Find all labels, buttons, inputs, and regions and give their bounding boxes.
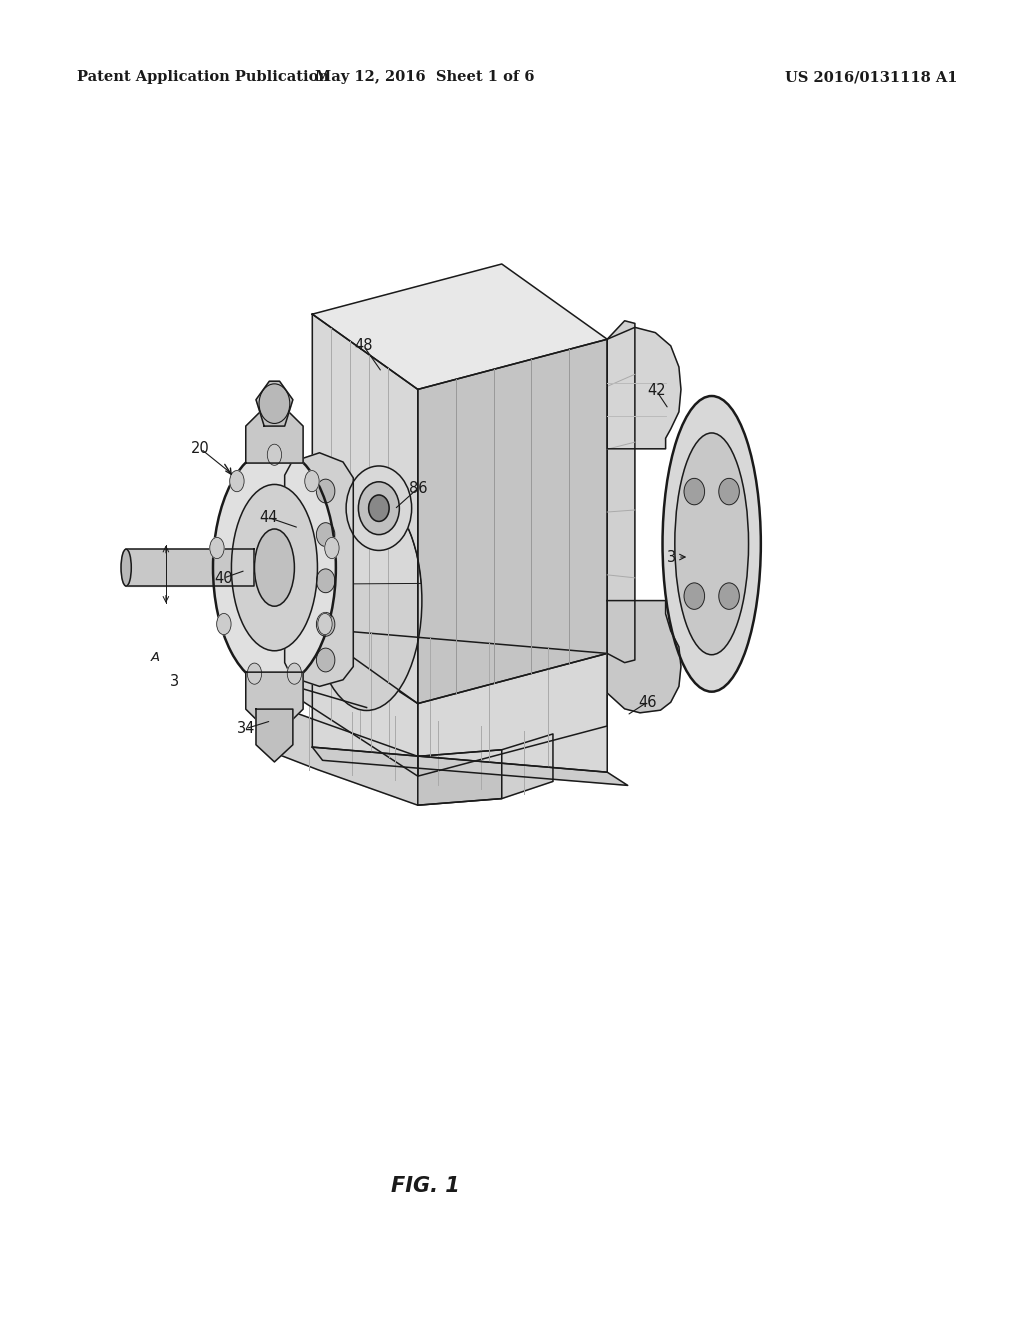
Ellipse shape (305, 471, 319, 492)
Ellipse shape (255, 529, 295, 606)
Text: Patent Application Publication: Patent Application Publication (77, 70, 329, 84)
Ellipse shape (231, 484, 317, 651)
Polygon shape (312, 314, 418, 704)
Polygon shape (418, 653, 607, 776)
Text: 44: 44 (259, 510, 278, 525)
Text: May 12, 2016  Sheet 1 of 6: May 12, 2016 Sheet 1 of 6 (315, 70, 535, 84)
Polygon shape (607, 327, 681, 449)
Ellipse shape (317, 614, 332, 635)
Circle shape (316, 523, 335, 546)
Polygon shape (256, 381, 293, 426)
Circle shape (316, 612, 335, 636)
Polygon shape (302, 628, 418, 776)
Polygon shape (220, 491, 421, 677)
Ellipse shape (229, 471, 244, 492)
Circle shape (316, 479, 335, 503)
Polygon shape (418, 750, 502, 805)
Polygon shape (285, 453, 353, 686)
Text: US 2016/0131118 A1: US 2016/0131118 A1 (785, 70, 957, 84)
Circle shape (719, 583, 739, 610)
Polygon shape (418, 339, 607, 704)
Polygon shape (246, 672, 303, 722)
Ellipse shape (267, 444, 282, 466)
Polygon shape (607, 601, 681, 713)
Polygon shape (312, 747, 628, 785)
Circle shape (259, 384, 290, 424)
Ellipse shape (675, 433, 749, 655)
Ellipse shape (248, 663, 262, 684)
Ellipse shape (287, 663, 301, 684)
Ellipse shape (311, 491, 422, 710)
Text: 40: 40 (214, 570, 232, 586)
Polygon shape (126, 549, 254, 586)
Text: 34: 34 (237, 721, 255, 737)
Text: A: A (152, 651, 160, 664)
Circle shape (316, 569, 335, 593)
Ellipse shape (325, 537, 339, 558)
Ellipse shape (213, 449, 336, 686)
Polygon shape (246, 413, 303, 463)
Text: FIG. 1: FIG. 1 (390, 1176, 460, 1196)
Polygon shape (607, 321, 635, 663)
Text: 3: 3 (668, 549, 676, 565)
Circle shape (316, 648, 335, 672)
Text: 20: 20 (191, 441, 210, 457)
Text: 86: 86 (409, 480, 427, 496)
Polygon shape (312, 628, 607, 772)
Circle shape (684, 583, 705, 610)
Ellipse shape (663, 396, 761, 692)
Polygon shape (266, 702, 553, 805)
Circle shape (684, 478, 705, 504)
Circle shape (719, 478, 739, 504)
Ellipse shape (217, 614, 231, 635)
Circle shape (358, 482, 399, 535)
Ellipse shape (121, 549, 131, 586)
Text: 46: 46 (638, 694, 656, 710)
Polygon shape (256, 709, 293, 762)
Ellipse shape (210, 537, 224, 558)
Text: 3: 3 (170, 673, 178, 689)
Text: 48: 48 (354, 338, 373, 354)
Circle shape (346, 466, 412, 550)
Text: 42: 42 (647, 383, 666, 399)
Polygon shape (312, 264, 607, 389)
Circle shape (369, 495, 389, 521)
